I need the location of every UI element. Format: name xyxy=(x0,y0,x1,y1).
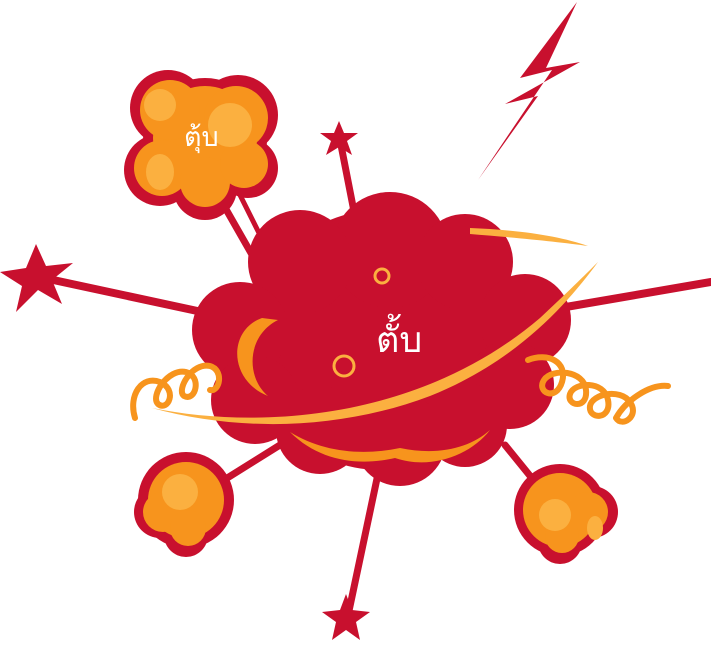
lightning-bolt-icon xyxy=(478,2,580,180)
bubble-ring xyxy=(373,267,391,285)
puff-cloud-icon xyxy=(124,70,278,220)
puff-cloud-icon xyxy=(514,464,618,564)
spiral-swirl-icon xyxy=(525,354,671,425)
crescent-accent xyxy=(237,318,278,396)
ring-swoosh xyxy=(152,262,598,425)
ring-swoosh-top xyxy=(470,228,588,246)
star-burst-icon xyxy=(0,244,73,312)
bubble-ring xyxy=(332,354,356,378)
spiral-swirl-icon xyxy=(130,362,222,421)
cloud-underside-accent xyxy=(290,430,490,463)
puff-cloud-icon xyxy=(134,452,234,557)
explosion-cloud-icon xyxy=(192,192,571,486)
star-burst-icon xyxy=(320,121,358,155)
main-sound-label: ตั้บ xyxy=(376,313,422,361)
small-sound-label: ตุ้บ xyxy=(184,122,219,154)
star-burst-icon xyxy=(322,594,370,640)
